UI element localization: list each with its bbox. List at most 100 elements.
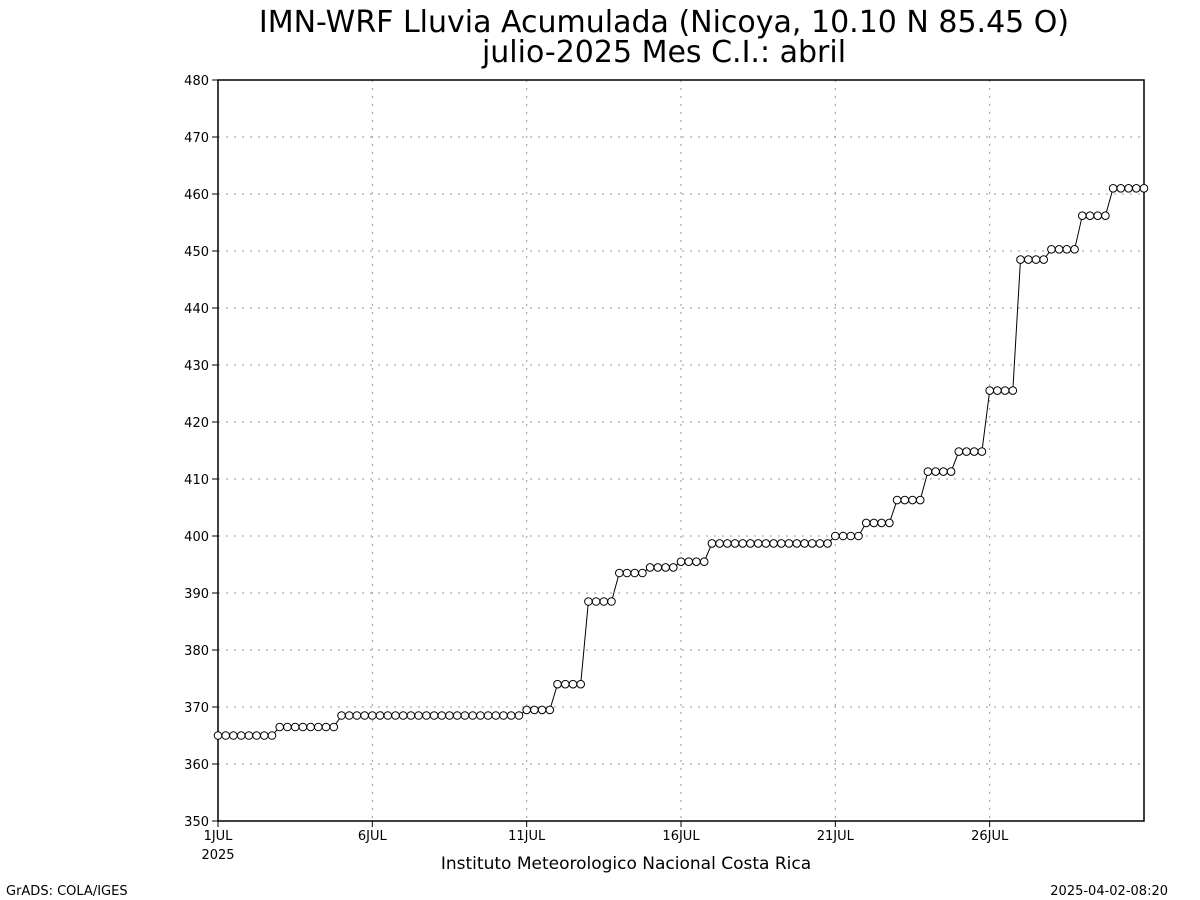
- data-point: [275, 722, 285, 732]
- series-layer: [213, 184, 1149, 740]
- data-point: [831, 531, 840, 541]
- data-point: [707, 539, 717, 548]
- data-point: [1108, 184, 1118, 193]
- data-point: [368, 711, 377, 720]
- data-point: [931, 467, 940, 476]
- data-point: [314, 722, 323, 732]
- data-point: [1101, 211, 1110, 220]
- y-tick-label: 360: [184, 758, 209, 773]
- data-point: [483, 711, 493, 720]
- data-point: [445, 711, 454, 720]
- y-tick-label: 400: [184, 530, 209, 545]
- data-point: [1132, 184, 1141, 193]
- data-point: [1085, 211, 1095, 220]
- data-point: [615, 568, 624, 578]
- data-point: [969, 447, 979, 456]
- x-axis: 1JUL 6JUL 11JUL 16JUL 21JUL 26JUL: [204, 821, 1009, 844]
- data-point: [746, 539, 755, 548]
- data-point: [360, 711, 369, 720]
- x-axis-label: Instituto Meteorologico Nacional Costa R…: [441, 854, 811, 874]
- data-point: [769, 539, 778, 548]
- data-point: [522, 705, 532, 715]
- data-point: [861, 518, 871, 528]
- data-point: [684, 557, 694, 567]
- data-point: [260, 731, 269, 740]
- data-point: [561, 679, 570, 689]
- footer-left: GrADS: COLA/IGES: [6, 884, 128, 899]
- y-axis: 350 360 370 380 390 400 410 420 430 440 450 460 470 4…: [184, 74, 218, 830]
- data-point: [1024, 255, 1033, 264]
- data-point: [344, 711, 354, 720]
- data-point: [375, 711, 385, 720]
- data-point: [337, 711, 346, 720]
- data-point: [306, 722, 315, 732]
- chart-title-line1: IMN-WRF Lluvia Acumulada (Nicoya, 10.10 …: [259, 5, 1069, 40]
- data-point: [491, 711, 501, 720]
- data-point: [584, 597, 593, 606]
- data-point: [321, 722, 331, 732]
- data-point: [908, 495, 917, 505]
- y-tick-label: 390: [184, 587, 209, 602]
- data-point: [630, 568, 640, 578]
- data-point: [699, 557, 709, 567]
- y-tick-label: 380: [184, 644, 209, 659]
- data-point: [1047, 245, 1056, 254]
- data-point: [1116, 184, 1126, 193]
- y-tick-label: 410: [184, 473, 209, 488]
- data-point: [553, 679, 562, 689]
- data-point: [437, 711, 447, 720]
- data-point: [622, 568, 632, 578]
- data-point: [1062, 245, 1072, 254]
- data-point: [761, 539, 771, 548]
- data-point: [422, 711, 431, 720]
- data-point: [290, 722, 300, 732]
- data-point: [807, 539, 817, 548]
- data-point: [730, 539, 740, 548]
- data-point: [962, 447, 971, 456]
- y-tick-label: 420: [184, 416, 209, 431]
- data-point: [977, 447, 987, 456]
- data-point: [236, 731, 246, 740]
- data-point: [939, 467, 948, 476]
- data-point: [298, 722, 308, 732]
- data-point: [753, 539, 763, 548]
- data-point: [383, 711, 393, 720]
- data-point: [784, 539, 794, 548]
- data-point: [846, 531, 856, 541]
- data-point: [645, 563, 655, 572]
- data-point: [915, 495, 925, 505]
- x-tick-label: 11JUL: [508, 829, 546, 844]
- data-point: [877, 518, 886, 528]
- data-point: [723, 539, 732, 548]
- data-point: [653, 563, 663, 572]
- data-point: [892, 495, 902, 505]
- data-point: [885, 518, 894, 528]
- data-point: [406, 711, 416, 720]
- data-point: [676, 557, 686, 567]
- data-point: [398, 711, 408, 720]
- data-point: [661, 563, 670, 572]
- data-point: [1031, 255, 1041, 264]
- data-point: [638, 568, 647, 578]
- y-tick-label: 460: [184, 188, 209, 203]
- data-point: [792, 539, 802, 548]
- data-point: [854, 531, 863, 541]
- x-tick-label: 1JUL: [204, 829, 234, 844]
- data-point: [800, 539, 809, 548]
- data-point: [923, 467, 933, 476]
- plot-frame: [217, 79, 1145, 822]
- data-point: [267, 731, 277, 740]
- data-point: [530, 705, 539, 715]
- data-point: [777, 539, 786, 548]
- data-point: [591, 597, 601, 606]
- data-point: [229, 731, 238, 740]
- data-point: [460, 711, 470, 720]
- series-line: [218, 187, 1144, 736]
- data-point: [692, 557, 701, 567]
- data-point: [838, 531, 848, 541]
- y-tick-label: 370: [184, 701, 209, 716]
- y-tick-label: 470: [184, 131, 209, 146]
- data-point: [869, 518, 879, 528]
- data-point: [1039, 255, 1048, 264]
